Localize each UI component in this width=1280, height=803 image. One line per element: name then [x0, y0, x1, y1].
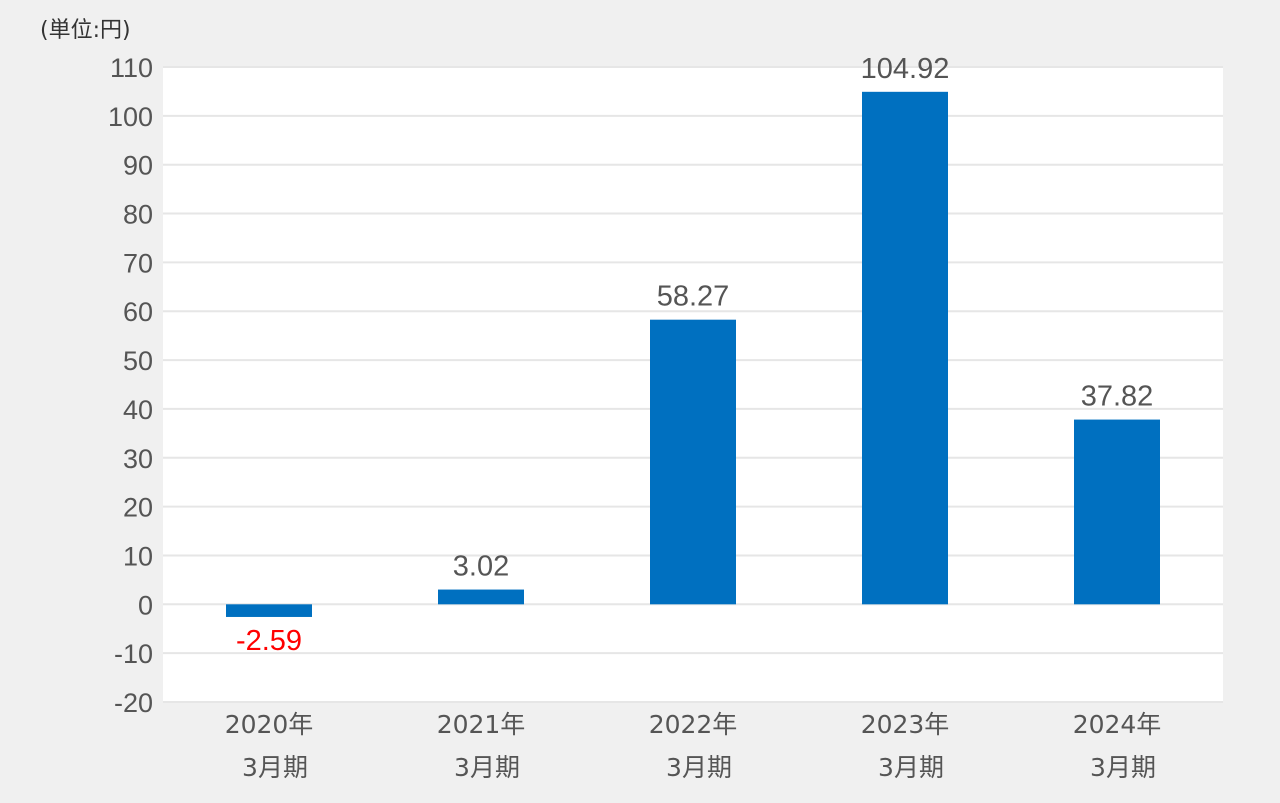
x-tick-label-year: 2024年: [1073, 710, 1162, 739]
y-tick-label: 70: [123, 248, 153, 278]
x-tick-label-year: 2022年: [649, 710, 738, 739]
data-label: 104.92: [861, 53, 950, 85]
x-tick-label-year: 2021年: [437, 710, 526, 739]
y-tick-label: 80: [123, 200, 153, 230]
y-tick-label: 20: [123, 493, 153, 523]
bar: [650, 319, 736, 605]
bar: [1074, 419, 1160, 605]
y-tick-label: 60: [123, 297, 153, 327]
y-tick-label: 90: [123, 151, 153, 181]
x-tick-label-period: 3月期: [1090, 753, 1156, 782]
x-tick-label-period: 3月期: [878, 753, 944, 782]
y-tick-label: 110: [110, 53, 153, 83]
y-tick-label: 10: [123, 541, 153, 571]
bars: [226, 91, 1160, 617]
y-tick-label: 100: [108, 102, 153, 132]
y-tick-label: 0: [138, 590, 153, 620]
y-tick-label: 40: [123, 395, 153, 425]
data-label: 58.27: [657, 281, 730, 313]
x-tick-label-period: 3月期: [242, 753, 308, 782]
y-tick-label: -10: [114, 639, 153, 669]
data-labels: -2.59 3.02 58.27 104.92 37.82: [236, 53, 1153, 657]
x-tick-label-period: 3月期: [666, 753, 732, 782]
data-label: -2.59: [236, 625, 302, 657]
x-tick-label-period: 3月期: [454, 753, 520, 782]
bar: [862, 91, 948, 605]
x-tick-label-year: 2023年: [861, 710, 950, 739]
y-tick-label: 30: [123, 444, 153, 474]
bar: [226, 604, 312, 617]
data-label: 37.82: [1081, 381, 1154, 413]
x-axis-ticks: 2020年 3月期 2021年 3月期 2022年 3月期 2023年 3月期 2024年 3月期: [225, 710, 1162, 782]
data-label: 3.02: [453, 551, 509, 583]
y-tick-label: 50: [123, 346, 153, 376]
bar: [438, 589, 524, 605]
unit-label: (単位:円): [40, 18, 131, 43]
y-tick-label: -20: [114, 688, 153, 718]
x-tick-label-year: 2020年: [225, 710, 314, 739]
